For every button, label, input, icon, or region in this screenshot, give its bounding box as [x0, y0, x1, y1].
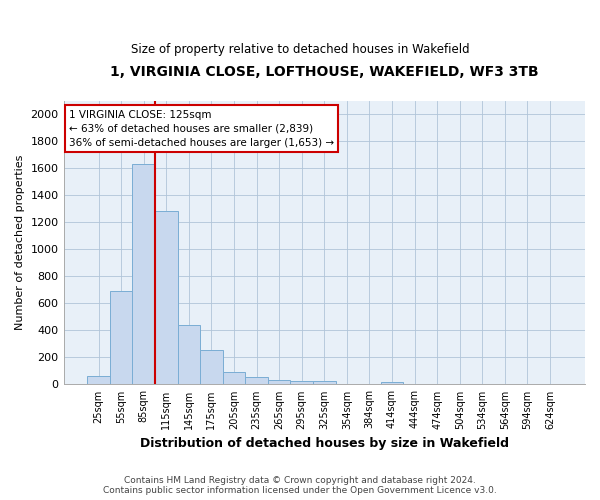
Bar — [178, 325, 200, 384]
Bar — [223, 372, 245, 384]
Bar — [268, 380, 290, 384]
X-axis label: Distribution of detached houses by size in Wakefield: Distribution of detached houses by size … — [140, 437, 509, 450]
Bar — [155, 211, 178, 384]
Bar — [200, 350, 223, 384]
Bar — [87, 376, 110, 384]
Bar — [110, 290, 133, 384]
Bar — [381, 382, 403, 384]
Y-axis label: Number of detached properties: Number of detached properties — [15, 155, 25, 330]
Bar — [290, 380, 313, 384]
Text: Size of property relative to detached houses in Wakefield: Size of property relative to detached ho… — [131, 42, 469, 56]
Bar — [313, 381, 335, 384]
Bar — [245, 377, 268, 384]
Title: 1, VIRGINIA CLOSE, LOFTHOUSE, WAKEFIELD, WF3 3TB: 1, VIRGINIA CLOSE, LOFTHOUSE, WAKEFIELD,… — [110, 65, 539, 79]
Bar — [133, 164, 155, 384]
Text: 1 VIRGINIA CLOSE: 125sqm
← 63% of detached houses are smaller (2,839)
36% of sem: 1 VIRGINIA CLOSE: 125sqm ← 63% of detach… — [69, 110, 334, 148]
Text: Contains HM Land Registry data © Crown copyright and database right 2024.
Contai: Contains HM Land Registry data © Crown c… — [103, 476, 497, 495]
